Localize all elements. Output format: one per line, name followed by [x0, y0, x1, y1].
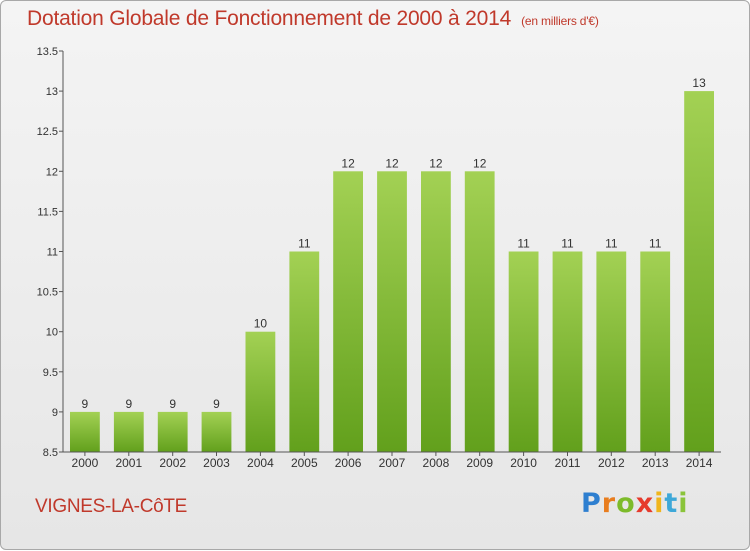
- x-tick-2005: 2005: [291, 456, 318, 470]
- data-label-2008: 12: [429, 156, 443, 170]
- bar-2013: [640, 251, 671, 452]
- x-tick-2004: 2004: [247, 456, 274, 470]
- bar-2003: [201, 411, 232, 452]
- bar-2012: [596, 251, 627, 452]
- x-tick-2007: 2007: [379, 456, 406, 470]
- data-label-2007: 12: [385, 156, 399, 170]
- proxiti-logo: Proxiti: [581, 488, 689, 519]
- x-tick-2013: 2013: [642, 456, 669, 470]
- bar-2006: [333, 171, 363, 453]
- y-tick-10.5: 10.5: [37, 287, 58, 299]
- y-tick-11: 11: [47, 247, 58, 259]
- data-label-2010: 11: [517, 237, 530, 251]
- x-tick-2002: 2002: [159, 456, 186, 470]
- data-label-2012: 11: [605, 237, 618, 251]
- y-tick-12.5: 12.5: [37, 126, 58, 138]
- x-tick-2009: 2009: [466, 456, 493, 470]
- x-tick-2008: 2008: [423, 456, 450, 470]
- bar-2009: [464, 171, 495, 453]
- logo-letter: r: [601, 488, 617, 519]
- bar-2010: [508, 251, 539, 452]
- y-tick-10: 10: [46, 327, 58, 339]
- commune-name: VIGNES-LA-CôTE: [35, 496, 188, 517]
- logo-letter: o: [616, 488, 636, 519]
- data-label-2011: 11: [561, 237, 574, 251]
- y-tick-12: 12: [46, 166, 58, 178]
- logo-letter: P: [581, 488, 602, 519]
- data-label-2000: 9: [82, 397, 89, 411]
- logo-letter: x: [635, 488, 655, 519]
- logo-letter: t: [664, 488, 679, 519]
- y-tick-9.5: 9.5: [43, 367, 58, 379]
- y-tick-13: 13: [46, 86, 58, 98]
- logo-letter: i: [678, 488, 689, 519]
- data-label-2013: 11: [649, 237, 662, 251]
- x-tick-2006: 2006: [335, 456, 362, 470]
- x-tick-2011: 2011: [555, 456, 581, 470]
- data-label-2005: 11: [298, 237, 311, 251]
- x-tick-2012: 2012: [598, 456, 625, 470]
- data-label-2014: 13: [692, 76, 706, 90]
- y-tick-13.5: 13.5: [37, 46, 58, 58]
- y-tick-9: 9: [52, 407, 58, 419]
- x-tick-2010: 2010: [510, 456, 537, 470]
- bar-2007: [377, 171, 407, 453]
- x-tick-2001: 2001: [115, 456, 142, 470]
- x-tick-2000: 2000: [72, 456, 99, 470]
- x-tick-2003: 2003: [203, 456, 230, 470]
- bar-2011: [552, 251, 583, 452]
- bar-2014: [684, 91, 714, 452]
- chart-title: Dotation Globale de Fonctionnement de 20…: [27, 7, 599, 31]
- y-tick-11.5: 11.5: [37, 206, 58, 218]
- bar-2001: [113, 411, 144, 452]
- data-label-2002: 9: [169, 397, 176, 411]
- bar-2002: [157, 411, 188, 452]
- data-label-2006: 12: [341, 156, 355, 170]
- bar-2004: [245, 331, 276, 452]
- data-label-2004: 10: [254, 317, 268, 331]
- chart-unit: (en milliers d'€): [521, 14, 599, 28]
- data-label-2001: 9: [125, 397, 132, 411]
- data-label-2003: 9: [213, 397, 220, 411]
- x-tick-2014: 2014: [686, 456, 713, 470]
- bar-2000: [70, 411, 100, 452]
- bar-2008: [421, 171, 451, 453]
- data-label-2009: 12: [473, 156, 487, 170]
- y-tick-8.5: 8.5: [43, 447, 58, 459]
- logo-letter: i: [654, 488, 665, 519]
- bar-2005: [289, 251, 320, 452]
- chart-title-text: Dotation Globale de Fonctionnement de 20…: [27, 7, 512, 30]
